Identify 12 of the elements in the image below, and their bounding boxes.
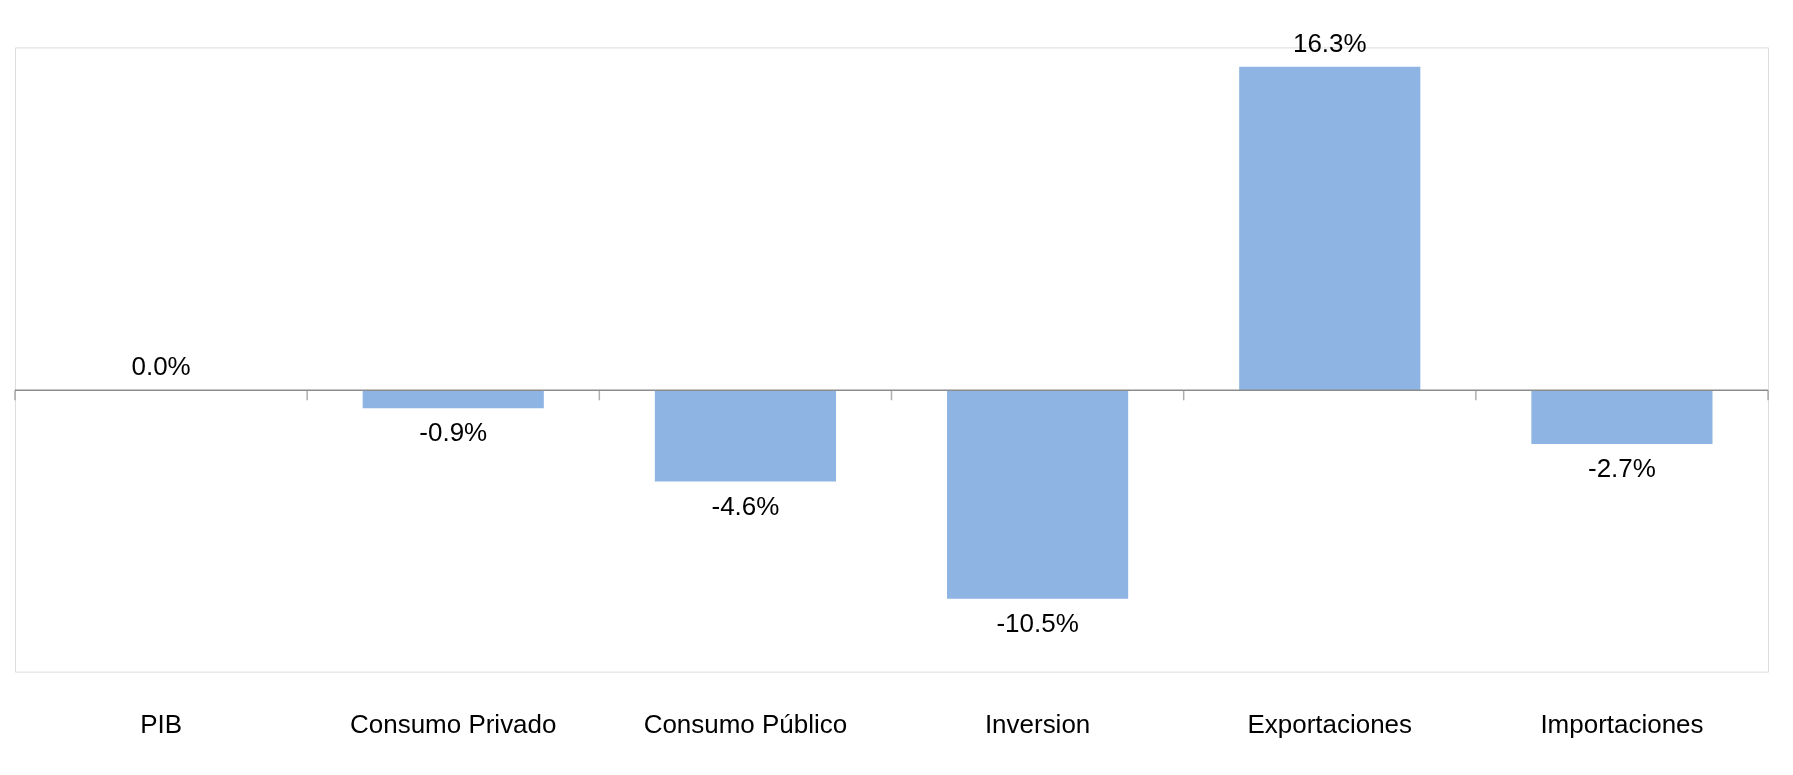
x-tick-label: Importaciones <box>1540 709 1704 740</box>
data-label: -10.5% <box>996 607 1079 638</box>
x-tick-label: Inversion <box>984 709 1091 740</box>
data-label: -0.9% <box>419 417 488 448</box>
x-tick-label: PIB <box>140 709 182 740</box>
x-tick-label: Exportaciones <box>1247 709 1413 740</box>
data-label: 0.0% <box>131 351 191 382</box>
x-tick-label: Consumo Privado <box>350 709 557 740</box>
data-label: -2.7% <box>1588 452 1656 483</box>
data-label: 16.3% <box>1292 27 1367 58</box>
data-label: -4.6% <box>711 490 780 521</box>
x-tick-label: Consumo Público <box>643 709 848 740</box>
